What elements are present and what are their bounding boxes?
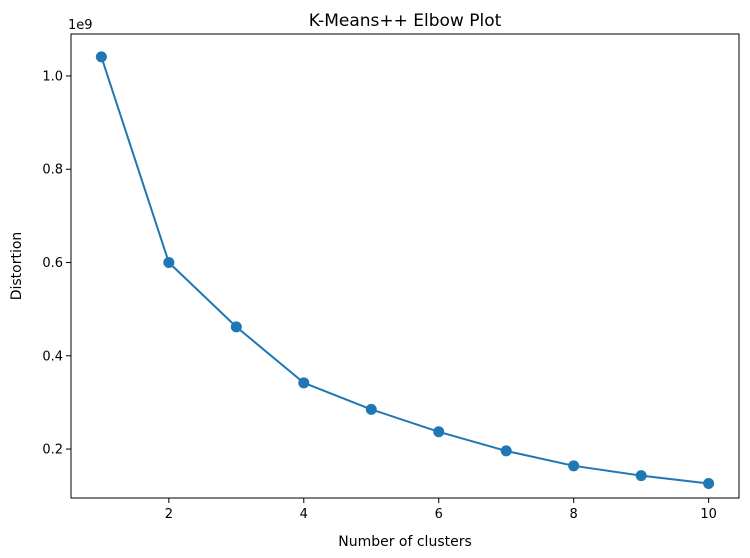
data-point — [635, 470, 647, 482]
y-tick-label: 0.4 — [42, 349, 63, 364]
x-tick-label: 2 — [165, 507, 173, 522]
data-point — [95, 51, 107, 63]
data-point — [568, 460, 580, 472]
x-tick-label: 6 — [435, 507, 443, 522]
series-line — [100, 56, 709, 485]
chart-title: K-Means++ Elbow Plot — [309, 11, 502, 31]
y-tick-label: 1.0 — [42, 69, 63, 84]
y-tick-label: 0.6 — [42, 256, 63, 271]
data-point — [703, 478, 715, 490]
x-tick-label: 10 — [700, 507, 717, 522]
x-tick-label: 8 — [570, 507, 578, 522]
y-tick-label: 0.8 — [42, 163, 63, 178]
series-layer — [95, 51, 715, 490]
data-point — [230, 321, 242, 333]
y-offset-label: 1e9 — [68, 18, 93, 33]
y-tick-label: 0.2 — [42, 443, 63, 458]
x-tick-label: 4 — [300, 507, 308, 522]
data-point — [163, 257, 175, 269]
data-point — [298, 377, 310, 389]
data-point — [500, 445, 512, 457]
x-axis-ticks: 2 4 6 8 10 — [165, 498, 717, 522]
x-axis-label: Number of clusters — [338, 534, 472, 550]
y-axis-label: Distortion — [9, 232, 25, 301]
data-point — [365, 403, 377, 415]
y-axis-ticks: 0.2 0.4 0.6 0.8 1.0 — [42, 69, 71, 458]
data-point — [433, 426, 445, 438]
